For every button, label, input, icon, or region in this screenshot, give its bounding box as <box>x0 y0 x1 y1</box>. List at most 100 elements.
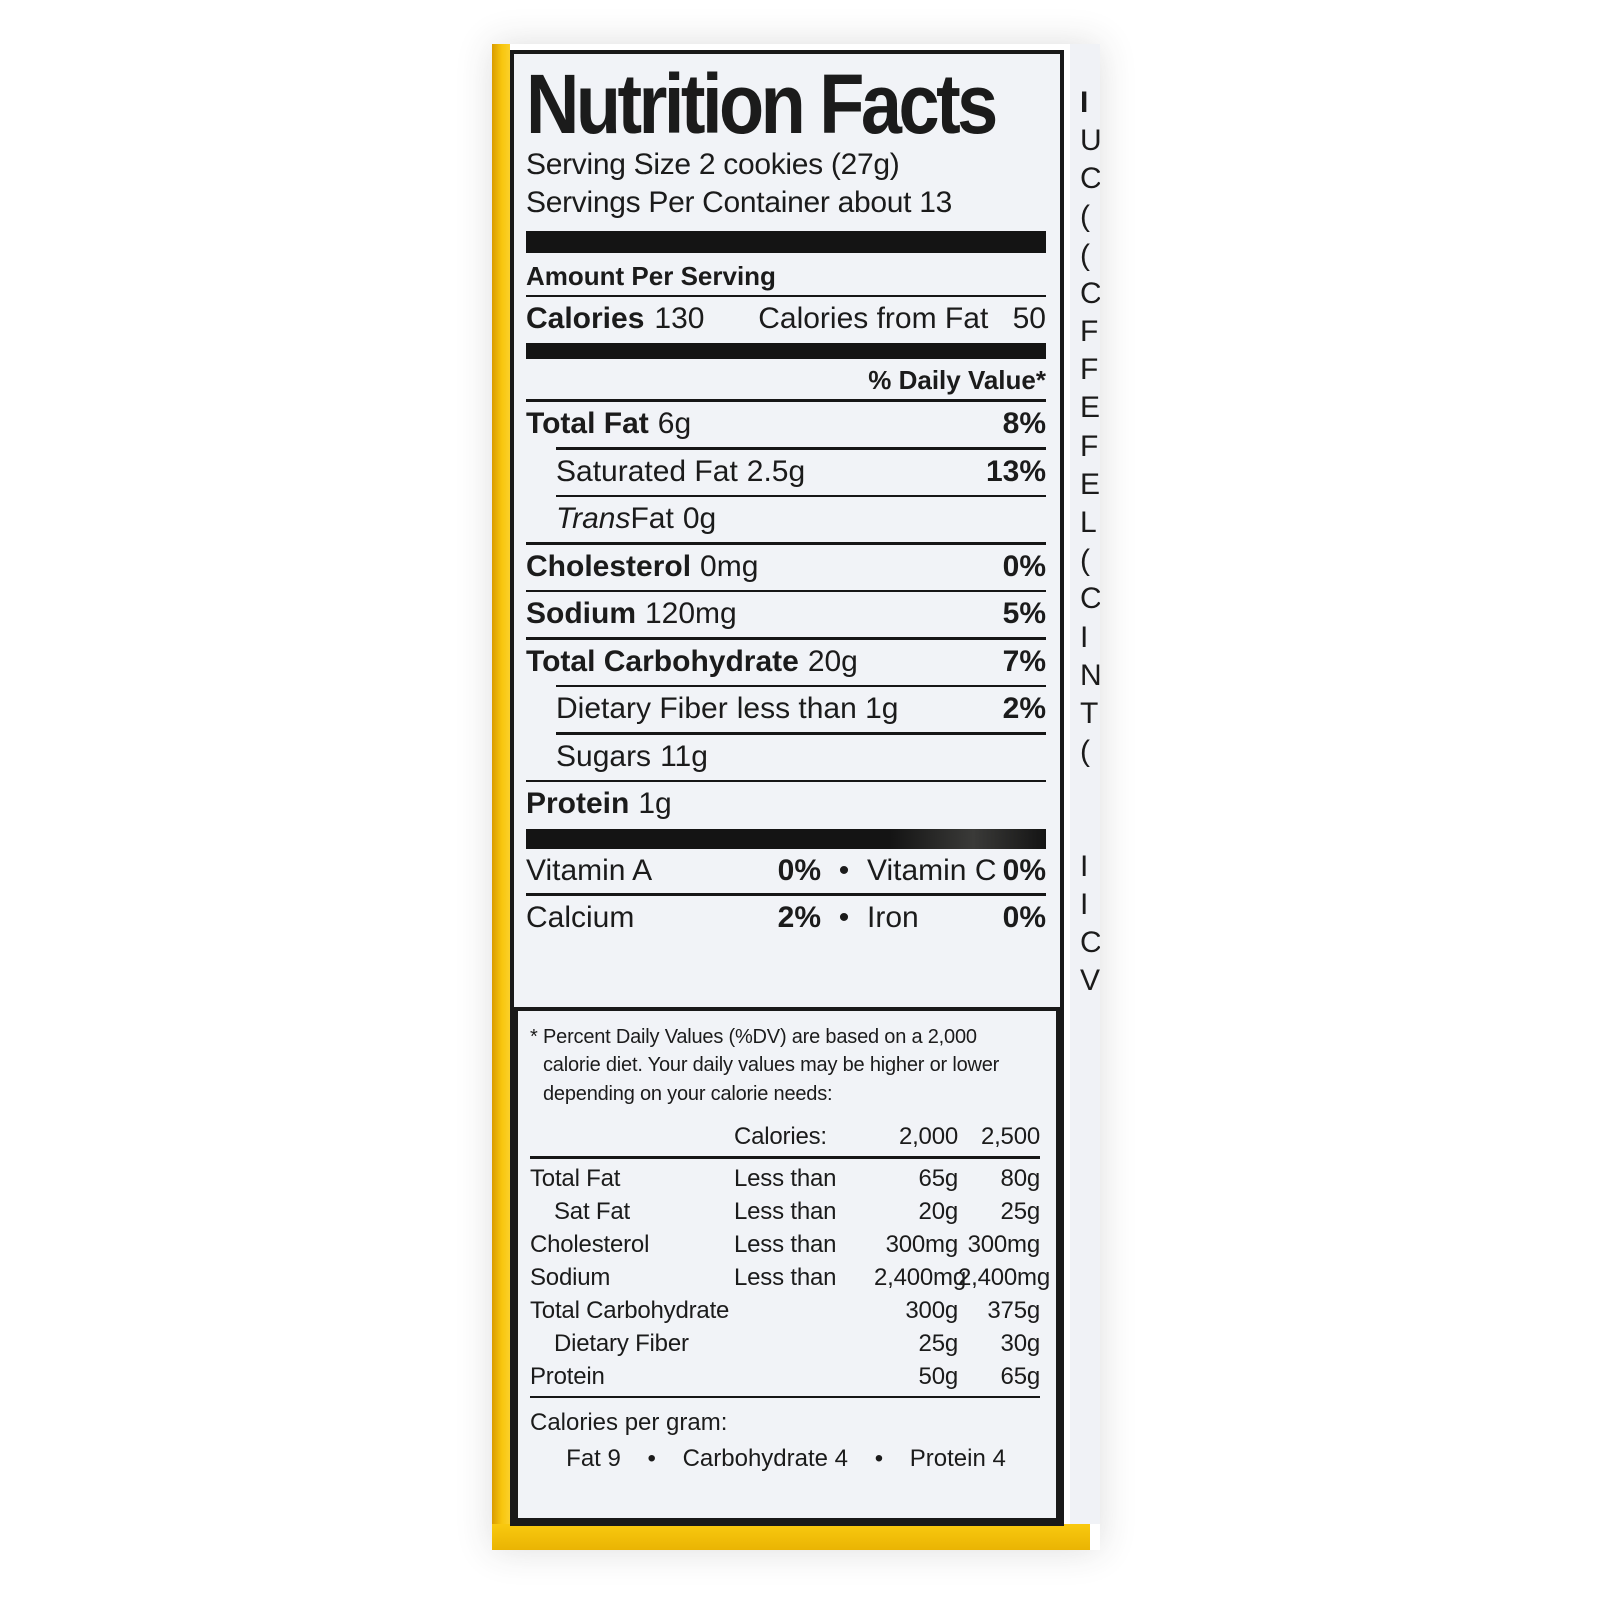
divider-rule <box>526 779 1046 783</box>
ingredients-heading-fragment: I <box>1080 86 1089 119</box>
calories-value: 130 <box>654 302 705 336</box>
nutrient-daily-value: 0% <box>1002 549 1046 583</box>
table-row-name: Sodium <box>530 1263 611 1291</box>
divider-rule <box>556 494 1046 498</box>
table-row-qualifier <box>734 1360 874 1393</box>
calories-from-fat-label: Calories from Fat <box>758 302 989 336</box>
divider-rule <box>526 399 1046 403</box>
nutrient-row-total-fat: Total Fat 6g 8% <box>526 402 1046 447</box>
serving-size: Serving Size 2 cookies (27g) <box>526 148 900 181</box>
calories-from-fat-value: 50 <box>1012 302 1046 336</box>
nutrient-name: Sodium <box>526 597 636 631</box>
package-yellow-bottom-band <box>492 1524 1090 1550</box>
divider-rule <box>530 1395 1040 1399</box>
nutrient-daily-value: 5% <box>1002 597 1046 631</box>
table-row-value-2500: 65g <box>1000 1362 1041 1390</box>
nutrient-amount: less than 1g <box>736 692 899 726</box>
amount-per-serving-heading: Amount Per Serving <box>526 260 776 291</box>
table-row-qualifier <box>734 1327 874 1360</box>
nutrient-name-italic: Trans <box>556 502 631 536</box>
divider-rule <box>556 732 1046 735</box>
table-row-qualifier: Less than <box>734 1230 837 1258</box>
nutrition-facts-label: Nutrition Facts Serving Size 2 cookies (… <box>510 50 1064 1526</box>
divider-rule <box>530 1156 1040 1159</box>
footnote-line-2: calorie diet. Your daily values may be h… <box>543 1054 1000 1077</box>
daily-values-table: Calories: 2,000 2,500 Total Fat Less tha… <box>530 1120 1050 1401</box>
nutrient-row-sodium: Sodium 120mg 5% <box>526 592 1046 637</box>
nutrient-row-dietary-fiber: Dietary Fiber less than 1g 2% <box>526 687 1046 732</box>
nutrient-daily-value: 7% <box>1002 644 1046 678</box>
vitamin-value: 0% <box>1002 854 1046 888</box>
label-title: Nutrition Facts <box>526 57 998 151</box>
servings-per-container: Servings Per Container about 13 <box>526 185 952 219</box>
table-row-qualifier: Less than <box>734 1197 837 1225</box>
nutrient-amount: 11g <box>660 739 708 773</box>
bullet-separator: • <box>838 900 850 934</box>
daily-value-header: % Daily Value* <box>868 365 1046 396</box>
package-yellow-left-edge <box>492 44 510 1550</box>
cookie-package: I U C ( ( C F F E F E L ( C I N T ( I I … <box>492 44 1100 1550</box>
divider-rule <box>556 447 1046 450</box>
daily-values-footnote-box: * Percent Daily Values (%DV) are based o… <box>514 1007 1060 1522</box>
divider-rule <box>526 542 1046 545</box>
footnote-line-1: * Percent Daily Values (%DV) are based o… <box>530 1023 1042 1051</box>
nutrient-row-protein: Protein 1g <box>526 782 1046 827</box>
nutrient-daily-value: 8% <box>1002 407 1046 441</box>
vitamin-name: Iron <box>867 900 919 934</box>
table-row-qualifier <box>734 1294 874 1327</box>
calories-per-gram-values: Fat 9 • Carbohydrate 4 • Protein 4 <box>566 1445 1006 1473</box>
ingredients-text-fragments: U C ( ( C F F E F E L ( C I N T ( I I C … <box>1080 124 1100 998</box>
divider-rule <box>526 893 1046 896</box>
table-row-qualifier: Less than <box>734 1263 837 1291</box>
table-row-value-2500: 80g <box>1000 1164 1041 1192</box>
vitamin-name: Vitamin A <box>526 854 653 888</box>
table-header-2500: 2,500 <box>980 1123 1040 1151</box>
table-row-value-2000: 2,400mg <box>874 1263 966 1291</box>
nutrient-daily-value: 2% <box>1002 692 1046 726</box>
nutrient-name: Fat <box>630 502 674 536</box>
table-row-value-2500: 300mg <box>967 1230 1041 1258</box>
table-row-value-2500: 2,400mg <box>958 1263 1050 1291</box>
nutrient-name: Saturated Fat <box>556 454 738 488</box>
nutrient-name: Dietary Fiber <box>556 692 728 726</box>
calories-label: Calories <box>526 302 645 336</box>
table-row-value-2000: 300mg <box>885 1230 959 1258</box>
table-row-name: Cholesterol <box>530 1230 650 1258</box>
table-row-value-2000: 65g <box>918 1164 959 1192</box>
table-row-value-2000: 25g <box>918 1329 959 1357</box>
table-row-value-2000: 20g <box>918 1197 959 1225</box>
footnote-line-3: depending on your calorie needs: <box>543 1082 833 1105</box>
nutrient-row-total-carbohydrate: Total Carbohydrate 20g 7% <box>526 640 1046 685</box>
table-header-spacer <box>530 1120 734 1153</box>
calories-row: Calories 130 Calories from Fat 50 <box>526 297 1046 343</box>
nutrient-name: Total Fat <box>526 407 649 441</box>
table-row-name: Protein <box>530 1362 605 1390</box>
nutrient-amount: 1g <box>638 787 672 821</box>
table-row-qualifier: Less than <box>734 1164 837 1192</box>
footnote-asterisk: * <box>530 1026 538 1048</box>
nutrient-name: Protein <box>526 787 630 821</box>
table-row-value-2500: 375g <box>987 1296 1040 1324</box>
calories-from-fat: Calories from Fat 50 <box>758 304 1046 334</box>
nutrient-amount: 2.5g <box>746 454 806 488</box>
divider-rule <box>556 684 1046 688</box>
vitamin-name: Calcium <box>526 900 635 934</box>
nutrient-amount: 20g <box>807 644 858 678</box>
nutrient-row-saturated-fat: Saturated Fat 2.5g 13% <box>526 450 1046 495</box>
nutrient-row-sugars: Sugars 11g <box>526 735 1046 780</box>
ingredients-panel-edge: I U C ( ( C F F E F E L ( C I N T ( I I … <box>1070 44 1100 1524</box>
table-row-name: Total Carbohydrate <box>530 1296 730 1324</box>
footnote-text: Percent Daily Values (%DV) are based on … <box>543 1026 977 1048</box>
divider-thick-bar <box>526 829 1046 850</box>
vitamin-row-calcium-iron: Calcium 2% • Iron 0% <box>526 896 1046 940</box>
table-row-value-2500: 30g <box>1000 1329 1041 1357</box>
nutrient-name: Sugars <box>556 739 652 773</box>
table-row-value-2000: 50g <box>918 1362 959 1390</box>
vitamin-value: 0% <box>1002 900 1046 934</box>
vitamin-row-a-c: Vitamin A 0% • Vitamin C 0% <box>526 849 1046 893</box>
nutrient-daily-value: 13% <box>985 454 1046 488</box>
nutrient-amount: 0mg <box>700 549 759 583</box>
nutrient-row-trans-fat: Trans Fat 0g <box>526 497 1046 542</box>
nutrient-name: Cholesterol <box>526 549 692 583</box>
